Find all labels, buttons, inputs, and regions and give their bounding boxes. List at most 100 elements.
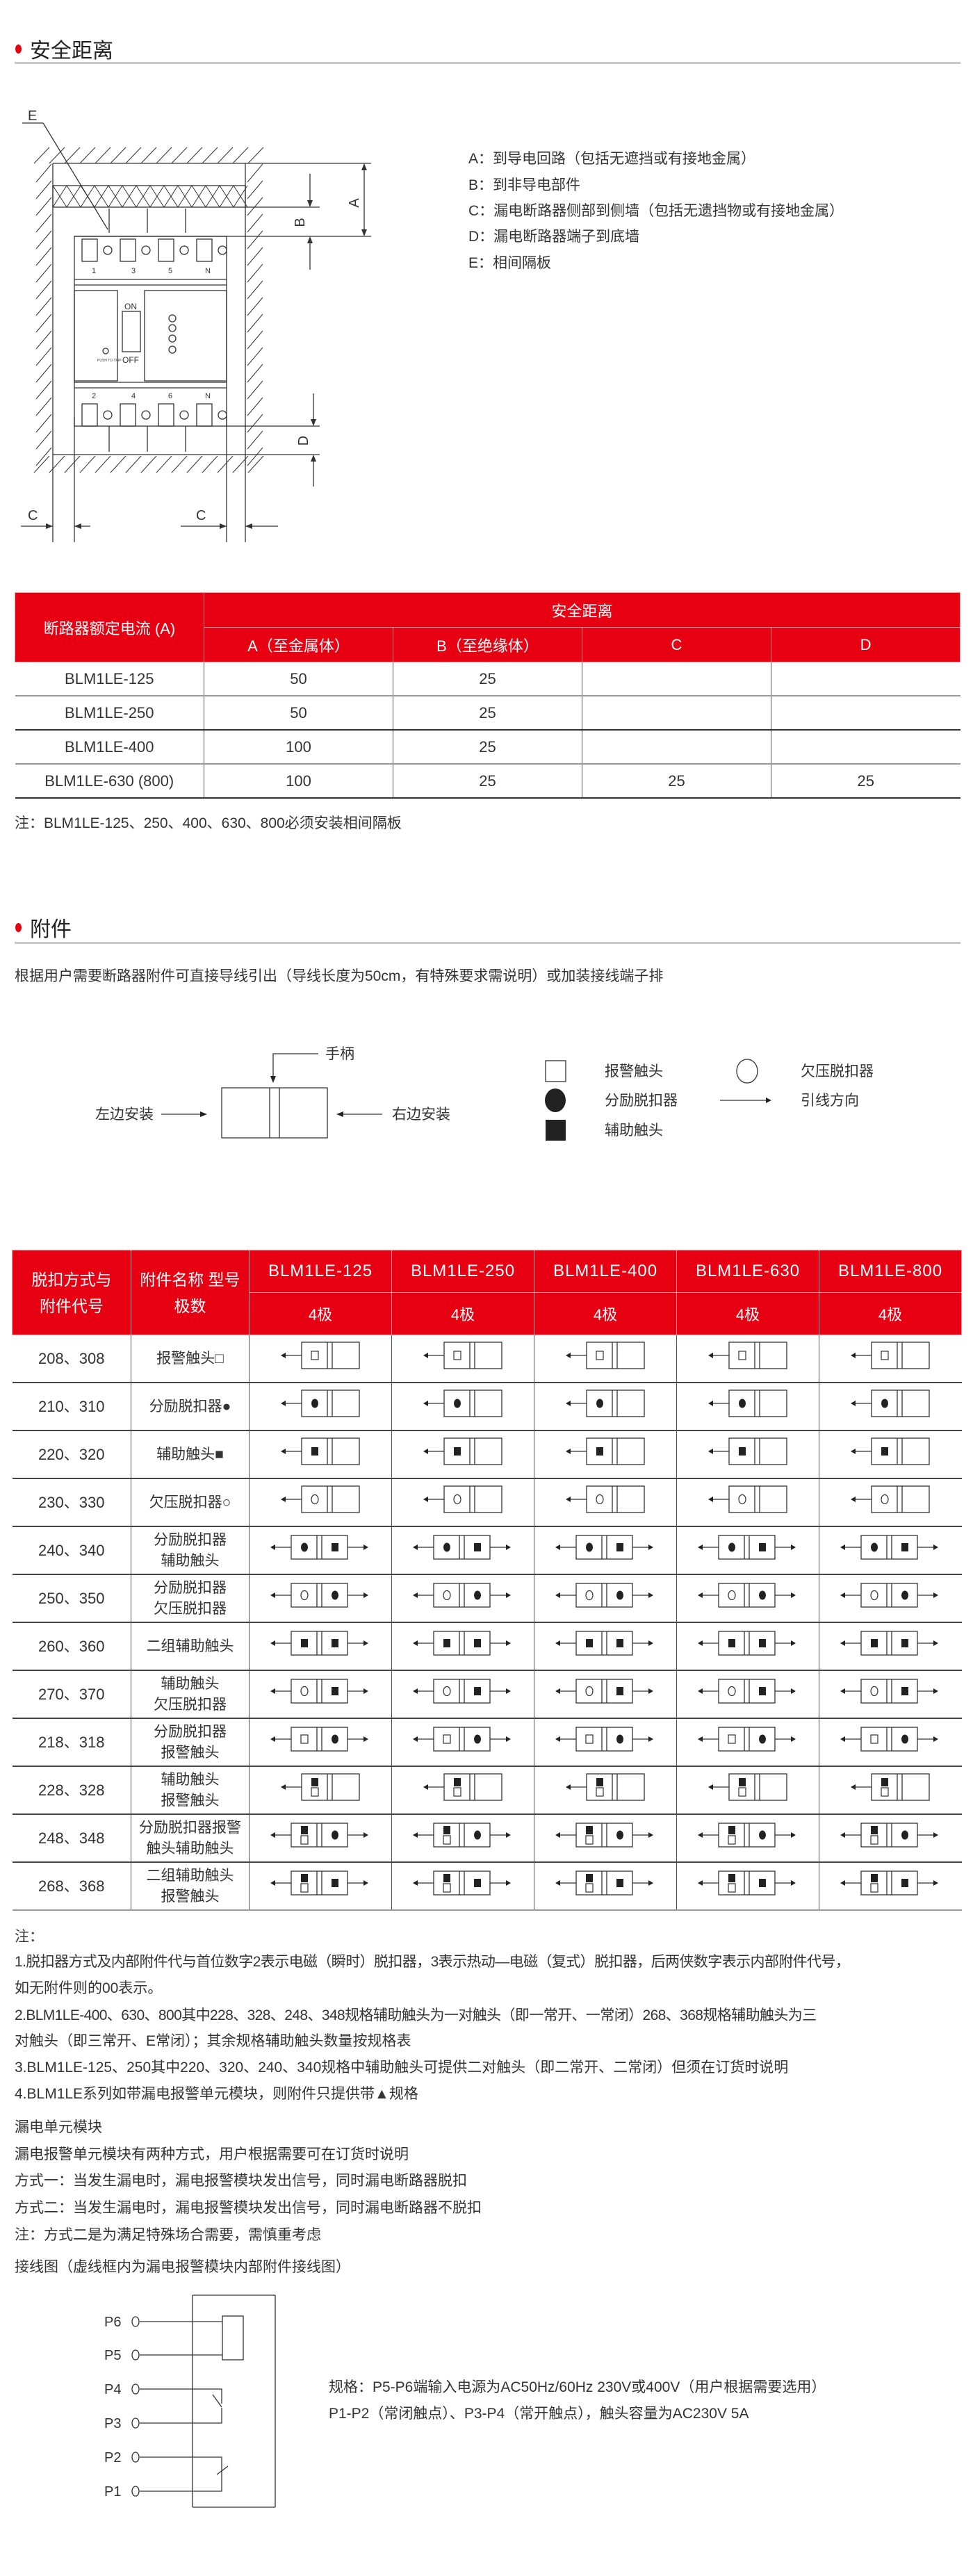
legend-alarm: 报警触头	[605, 1063, 663, 1079]
hatch-line	[35, 430, 52, 450]
name-line: 二组辅助触头	[146, 1638, 234, 1654]
accessory-layout-icon	[413, 1535, 511, 1560]
accessory-layout-icon	[555, 1631, 653, 1656]
accessory-layout-icon	[698, 1823, 796, 1848]
table-row: 208、308 报警触头□	[12, 1335, 962, 1383]
alarm-contact-icon	[881, 1787, 889, 1797]
terminal-screw	[81, 403, 98, 427]
alarm-contact-icon	[443, 1734, 451, 1744]
name-line: 二组辅助触头	[146, 1867, 234, 1884]
code-cell: 228、328	[12, 1766, 131, 1815]
header-name-line: 附件名称 型号	[140, 1270, 240, 1289]
aux-contact-icon	[443, 1874, 450, 1882]
hatch-line	[247, 263, 263, 283]
hatch-line	[247, 313, 263, 333]
shunt-release-icon	[545, 1089, 566, 1112]
header-poles: 4极	[249, 1292, 392, 1335]
accessory-layout-icon	[566, 1437, 645, 1465]
name-line: 辅助触头	[161, 1675, 220, 1692]
hatch-line	[35, 380, 52, 400]
crosshatch-line	[177, 185, 193, 208]
name-line: 分励脱扣器报警	[139, 1819, 241, 1836]
accessory-layout-icon	[698, 1631, 796, 1656]
terminal-screw	[218, 245, 227, 255]
hatch-line	[35, 163, 52, 183]
breaker-box	[718, 1727, 776, 1752]
accessory-layout-icon	[840, 1870, 939, 1896]
hatch-line	[247, 163, 263, 183]
aux-contact-icon	[728, 1639, 735, 1647]
header-col-a: A（至金属体）	[204, 627, 393, 662]
aux-contact-icon	[596, 1447, 603, 1456]
hatch-line	[247, 455, 264, 473]
alarm-contact-icon	[728, 1734, 736, 1744]
breaker-box	[301, 1773, 360, 1801]
code-cell: 208、308	[12, 1335, 131, 1383]
terminal-label: 3	[131, 267, 136, 275]
aux-contact-icon	[901, 1879, 909, 1887]
shunt-release-icon	[474, 1830, 481, 1840]
crosshatch-line	[219, 185, 234, 208]
name-line: 欠压脱扣器○	[149, 1494, 231, 1510]
aux-contact-icon	[311, 1778, 318, 1786]
shunt-release-icon	[901, 1590, 909, 1600]
no-contact-switch	[140, 2388, 222, 2404]
breaker-box	[575, 1823, 633, 1848]
distance-cell: 25	[393, 662, 582, 696]
layout-cell	[819, 1335, 962, 1383]
accessory-layout-icon	[851, 1485, 930, 1513]
aux-contact-icon	[301, 1826, 308, 1834]
name-line: 报警触头□	[156, 1350, 224, 1367]
label-c-left: C	[28, 508, 38, 523]
shunt-release-icon	[728, 1542, 735, 1552]
safety-distance-diagram: E A B D C C ON OFF PUSH TO TRIP 1 3 5 N …	[21, 108, 371, 542]
hatch-line	[186, 147, 203, 164]
shunt-release-icon	[586, 1542, 593, 1552]
undervoltage-release-icon	[300, 1686, 309, 1697]
alarm-contact-icon	[300, 1883, 309, 1893]
breaker-box	[433, 1679, 491, 1704]
breaker-box	[728, 1389, 787, 1417]
layout-cell	[676, 1622, 819, 1671]
breaker-box	[860, 1823, 918, 1848]
terminal-screw	[81, 238, 98, 262]
terminal-label: 2	[92, 392, 96, 400]
distance-cell: 50	[204, 662, 393, 696]
shunt-release-icon	[759, 1734, 766, 1744]
undervoltage-release-icon	[738, 1494, 746, 1505]
alarm-contact-icon	[545, 1060, 566, 1082]
hatch-line	[79, 147, 96, 164]
handle-pointer	[272, 1053, 318, 1077]
breaker-body	[74, 236, 227, 427]
hatch-line	[247, 213, 263, 233]
breaker-box	[586, 1342, 645, 1369]
alarm-contact-icon	[585, 1734, 594, 1744]
shunt-release-icon	[616, 1734, 623, 1744]
name-line: 报警触头	[161, 1888, 220, 1905]
distance-cell: 25	[393, 730, 582, 765]
accessory-layout-icon	[840, 1583, 939, 1608]
accessory-layout-icon	[851, 1389, 930, 1417]
hatch-line	[35, 263, 52, 283]
e-leader-line	[42, 122, 108, 230]
model-cell: BLM1LE-125	[15, 662, 204, 696]
hatch-line	[247, 397, 263, 416]
layout-cell	[819, 1526, 962, 1575]
terminal-screw	[179, 410, 189, 420]
shunt-release-icon	[901, 1734, 909, 1744]
breaker-box	[871, 1437, 930, 1465]
terminal-label: 6	[168, 392, 172, 400]
table-row: 260、360 二组辅助触头	[12, 1622, 962, 1671]
accessory-layout-icon	[840, 1535, 939, 1560]
breaker-box	[575, 1535, 633, 1560]
hatch-line	[247, 197, 263, 216]
aux-contact-icon	[301, 1639, 308, 1647]
accessory-layout-icon	[555, 1727, 653, 1752]
header-poles: 4极	[534, 1292, 677, 1335]
breaker-box	[860, 1870, 918, 1896]
hatch-line	[247, 330, 263, 350]
accessory-layout-icon	[281, 1389, 360, 1417]
layout-cell	[391, 1814, 534, 1863]
accessory-layout-icon	[555, 1535, 653, 1560]
hatch-line	[247, 447, 263, 466]
